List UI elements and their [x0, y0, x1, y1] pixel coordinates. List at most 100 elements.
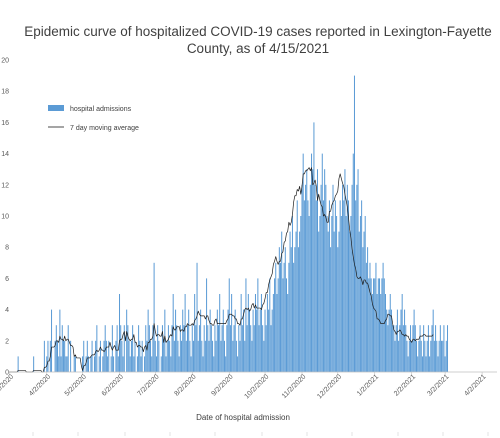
bar [179, 325, 181, 372]
bar [246, 325, 248, 372]
bar [309, 184, 311, 372]
bar [197, 340, 199, 372]
bar [291, 216, 293, 372]
bar [419, 325, 421, 372]
bar [85, 356, 87, 372]
bar [381, 278, 383, 372]
bar [104, 325, 106, 372]
bar [195, 325, 197, 372]
bar [384, 294, 386, 372]
bar [311, 153, 313, 372]
bar [426, 340, 428, 372]
bar [115, 340, 117, 372]
bar [107, 356, 109, 372]
bar [86, 340, 88, 372]
bar [277, 278, 279, 372]
bar [418, 340, 420, 372]
bar [349, 231, 351, 372]
bar [276, 294, 278, 372]
y-tick-label: 14 [1, 151, 9, 158]
bar [389, 294, 391, 372]
bar [145, 325, 147, 372]
bar [208, 340, 210, 372]
bar [343, 200, 345, 372]
bar [264, 309, 266, 372]
y-tick-label: 6 [5, 276, 9, 283]
bar [102, 356, 104, 372]
bar [401, 294, 403, 372]
bar [46, 356, 48, 372]
bar [394, 340, 396, 372]
bar [294, 247, 296, 372]
bar [204, 340, 206, 372]
bar [383, 278, 385, 372]
bar [327, 231, 329, 372]
bar [371, 294, 373, 372]
bar [344, 169, 346, 372]
bar [348, 200, 350, 372]
bar [326, 216, 328, 372]
bar [430, 340, 432, 372]
bar [91, 340, 93, 372]
bar [270, 325, 272, 372]
bar [245, 278, 247, 372]
y-tick-label: 10 [1, 214, 9, 221]
bar [293, 262, 295, 372]
bar [95, 340, 97, 372]
bar [399, 325, 401, 372]
bar [415, 340, 417, 372]
bar [300, 216, 302, 372]
bar [421, 356, 423, 372]
bar [233, 325, 235, 372]
bar [250, 325, 252, 372]
bar [324, 169, 326, 372]
bar [296, 200, 298, 372]
bar [334, 200, 336, 372]
bar [231, 294, 233, 372]
bar [239, 340, 241, 372]
bar [373, 278, 375, 372]
bar [70, 340, 72, 372]
bar [140, 356, 142, 372]
bar [262, 325, 264, 372]
bar [47, 340, 49, 372]
bar [364, 216, 366, 372]
bar [55, 325, 57, 372]
bar [374, 278, 376, 372]
bar [435, 325, 437, 372]
bar [271, 309, 273, 372]
bar [215, 340, 217, 372]
bar [441, 340, 443, 372]
bar [247, 294, 249, 372]
bar [240, 294, 242, 372]
bar [402, 325, 404, 372]
bar [331, 216, 333, 372]
bar [330, 247, 332, 372]
bar [175, 309, 177, 372]
bar [150, 340, 152, 372]
bar [368, 278, 370, 372]
bar [148, 325, 150, 372]
bar [144, 356, 146, 372]
bar [328, 200, 330, 372]
bar [206, 278, 208, 372]
y-tick-label: 4 [5, 307, 9, 314]
bar [232, 340, 234, 372]
bar [281, 231, 283, 372]
moving-average-line [8, 167, 434, 373]
bar [350, 216, 352, 372]
bar [60, 356, 62, 372]
bar [295, 231, 297, 372]
bar [127, 325, 129, 372]
bar [213, 356, 215, 372]
bar [303, 200, 305, 372]
bar [58, 356, 60, 372]
bar [67, 325, 69, 372]
bar [33, 356, 35, 372]
bar [111, 325, 113, 372]
bar [263, 340, 265, 372]
bar [196, 262, 198, 372]
bar [442, 340, 444, 372]
bar [322, 200, 324, 372]
